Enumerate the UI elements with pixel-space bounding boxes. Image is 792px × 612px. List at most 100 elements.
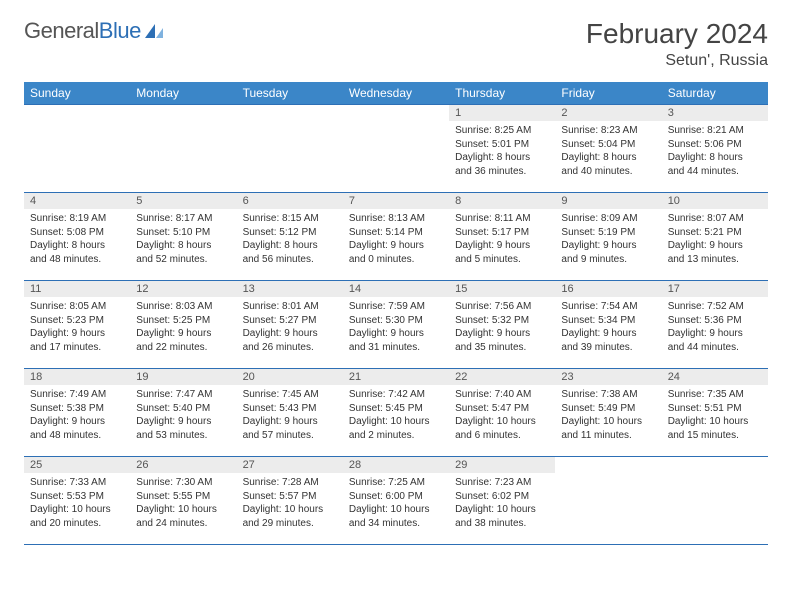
calendar-cell: 23Sunrise: 7:38 AMSunset: 5:49 PMDayligh… [555,369,661,457]
day-number: 2 [555,105,661,121]
sunset-text: Sunset: 5:34 PM [561,314,655,328]
sunrise-text: Sunrise: 8:23 AM [561,124,655,138]
day-header: Thursday [449,82,555,105]
calendar-cell: 27Sunrise: 7:28 AMSunset: 5:57 PMDayligh… [237,457,343,545]
daylight-text: Daylight: 9 hours and 39 minutes. [561,327,655,354]
calendar-cell: 25Sunrise: 7:33 AMSunset: 5:53 PMDayligh… [24,457,130,545]
sunset-text: Sunset: 5:01 PM [455,138,549,152]
sunrise-text: Sunrise: 7:28 AM [243,476,337,490]
day-number: 5 [130,193,236,209]
calendar-cell [555,457,661,545]
sunset-text: Sunset: 5:51 PM [668,402,762,416]
calendar-cell: 28Sunrise: 7:25 AMSunset: 6:00 PMDayligh… [343,457,449,545]
daylight-text: Daylight: 8 hours and 44 minutes. [668,151,762,178]
day-body: Sunrise: 7:52 AMSunset: 5:36 PMDaylight:… [662,297,768,358]
sunrise-text: Sunrise: 7:49 AM [30,388,124,402]
day-number: 13 [237,281,343,297]
daylight-text: Daylight: 9 hours and 26 minutes. [243,327,337,354]
day-number: 22 [449,369,555,385]
day-number: 1 [449,105,555,121]
sunset-text: Sunset: 5:23 PM [30,314,124,328]
brand-logo: GeneralBlue [24,18,165,44]
daylight-text: Daylight: 8 hours and 52 minutes. [136,239,230,266]
calendar-cell: 1Sunrise: 8:25 AMSunset: 5:01 PMDaylight… [449,105,555,193]
daylight-text: Daylight: 10 hours and 15 minutes. [668,415,762,442]
sunset-text: Sunset: 6:02 PM [455,490,549,504]
daylight-text: Daylight: 10 hours and 11 minutes. [561,415,655,442]
daylight-text: Daylight: 10 hours and 34 minutes. [349,503,443,530]
sunset-text: Sunset: 6:00 PM [349,490,443,504]
day-number: 17 [662,281,768,297]
day-body: Sunrise: 8:23 AMSunset: 5:04 PMDaylight:… [555,121,661,182]
sunrise-text: Sunrise: 8:13 AM [349,212,443,226]
day-body: Sunrise: 8:25 AMSunset: 5:01 PMDaylight:… [449,121,555,182]
sunrise-text: Sunrise: 8:15 AM [243,212,337,226]
day-body: Sunrise: 8:11 AMSunset: 5:17 PMDaylight:… [449,209,555,270]
day-number: 4 [24,193,130,209]
sunrise-text: Sunrise: 8:11 AM [455,212,549,226]
calendar-cell: 5Sunrise: 8:17 AMSunset: 5:10 PMDaylight… [130,193,236,281]
sunrise-text: Sunrise: 8:25 AM [455,124,549,138]
day-number: 25 [24,457,130,473]
day-body: Sunrise: 8:21 AMSunset: 5:06 PMDaylight:… [662,121,768,182]
day-body: Sunrise: 8:19 AMSunset: 5:08 PMDaylight:… [24,209,130,270]
calendar-cell: 8Sunrise: 8:11 AMSunset: 5:17 PMDaylight… [449,193,555,281]
calendar-cell: 2Sunrise: 8:23 AMSunset: 5:04 PMDaylight… [555,105,661,193]
sunset-text: Sunset: 5:14 PM [349,226,443,240]
calendar-cell: 26Sunrise: 7:30 AMSunset: 5:55 PMDayligh… [130,457,236,545]
day-body: Sunrise: 7:42 AMSunset: 5:45 PMDaylight:… [343,385,449,446]
sunrise-text: Sunrise: 7:38 AM [561,388,655,402]
calendar-row: 25Sunrise: 7:33 AMSunset: 5:53 PMDayligh… [24,457,768,545]
calendar-table: Sunday Monday Tuesday Wednesday Thursday… [24,82,768,545]
sunset-text: Sunset: 5:43 PM [243,402,337,416]
day-body: Sunrise: 7:40 AMSunset: 5:47 PMDaylight:… [449,385,555,446]
sunset-text: Sunset: 5:12 PM [243,226,337,240]
sunset-text: Sunset: 5:40 PM [136,402,230,416]
daylight-text: Daylight: 10 hours and 24 minutes. [136,503,230,530]
sunset-text: Sunset: 5:57 PM [243,490,337,504]
day-number: 15 [449,281,555,297]
calendar-cell: 9Sunrise: 8:09 AMSunset: 5:19 PMDaylight… [555,193,661,281]
daylight-text: Daylight: 10 hours and 2 minutes. [349,415,443,442]
day-header: Monday [130,82,236,105]
sunset-text: Sunset: 5:19 PM [561,226,655,240]
calendar-cell: 14Sunrise: 7:59 AMSunset: 5:30 PMDayligh… [343,281,449,369]
daylight-text: Daylight: 9 hours and 22 minutes. [136,327,230,354]
sunset-text: Sunset: 5:17 PM [455,226,549,240]
sunrise-text: Sunrise: 7:30 AM [136,476,230,490]
sunrise-text: Sunrise: 7:25 AM [349,476,443,490]
sunset-text: Sunset: 5:27 PM [243,314,337,328]
calendar-cell: 24Sunrise: 7:35 AMSunset: 5:51 PMDayligh… [662,369,768,457]
calendar-cell: 18Sunrise: 7:49 AMSunset: 5:38 PMDayligh… [24,369,130,457]
sunset-text: Sunset: 5:45 PM [349,402,443,416]
daylight-text: Daylight: 9 hours and 13 minutes. [668,239,762,266]
calendar-cell: 16Sunrise: 7:54 AMSunset: 5:34 PMDayligh… [555,281,661,369]
daylight-text: Daylight: 9 hours and 31 minutes. [349,327,443,354]
day-header: Friday [555,82,661,105]
calendar-cell [237,105,343,193]
day-body: Sunrise: 8:01 AMSunset: 5:27 PMDaylight:… [237,297,343,358]
day-body: Sunrise: 8:15 AMSunset: 5:12 PMDaylight:… [237,209,343,270]
sunrise-text: Sunrise: 8:19 AM [30,212,124,226]
sunrise-text: Sunrise: 7:54 AM [561,300,655,314]
daylight-text: Daylight: 10 hours and 38 minutes. [455,503,549,530]
calendar-cell: 21Sunrise: 7:42 AMSunset: 5:45 PMDayligh… [343,369,449,457]
day-body: Sunrise: 7:25 AMSunset: 6:00 PMDaylight:… [343,473,449,534]
day-body: Sunrise: 7:33 AMSunset: 5:53 PMDaylight:… [24,473,130,534]
sunset-text: Sunset: 5:32 PM [455,314,549,328]
sunset-text: Sunset: 5:21 PM [668,226,762,240]
daylight-text: Daylight: 8 hours and 36 minutes. [455,151,549,178]
calendar-cell: 7Sunrise: 8:13 AMSunset: 5:14 PMDaylight… [343,193,449,281]
daylight-text: Daylight: 9 hours and 0 minutes. [349,239,443,266]
sunset-text: Sunset: 5:47 PM [455,402,549,416]
sunset-text: Sunset: 5:06 PM [668,138,762,152]
calendar-cell [662,457,768,545]
sunrise-text: Sunrise: 8:01 AM [243,300,337,314]
daylight-text: Daylight: 8 hours and 56 minutes. [243,239,337,266]
day-body: Sunrise: 8:17 AMSunset: 5:10 PMDaylight:… [130,209,236,270]
sunset-text: Sunset: 5:38 PM [30,402,124,416]
sunrise-text: Sunrise: 7:42 AM [349,388,443,402]
calendar-cell: 3Sunrise: 8:21 AMSunset: 5:06 PMDaylight… [662,105,768,193]
sunrise-text: Sunrise: 7:47 AM [136,388,230,402]
brand-text-blue: Blue [99,18,141,44]
